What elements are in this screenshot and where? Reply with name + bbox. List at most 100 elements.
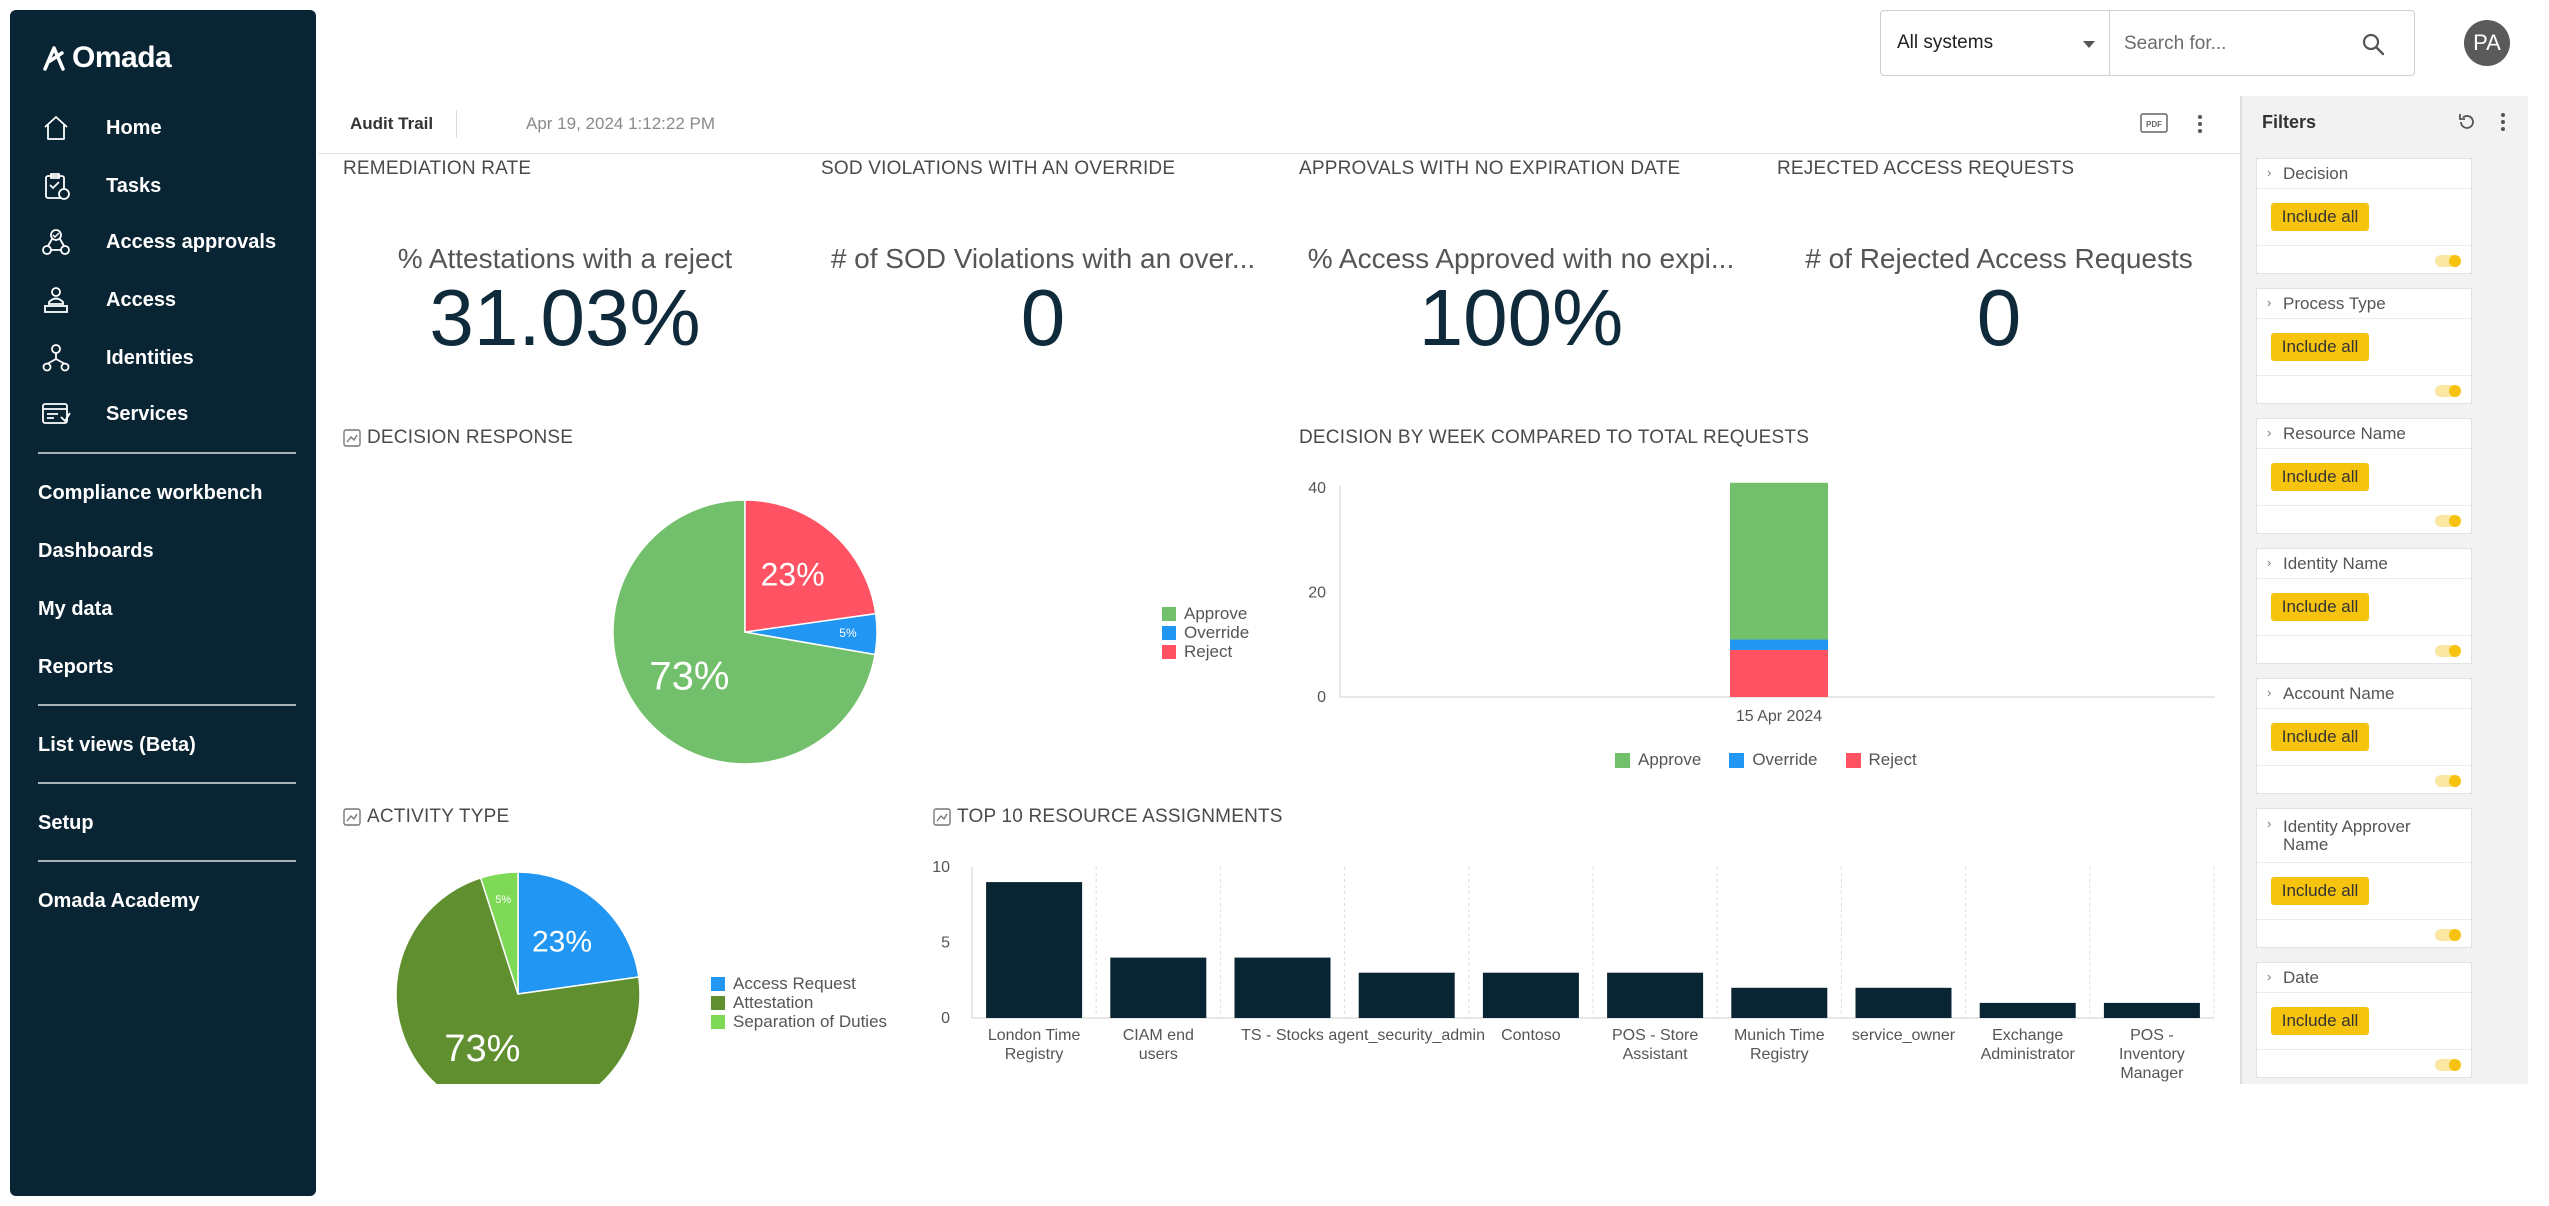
top10-resource-chart: 0 5 10 London Time Registry CIAM end users TS -… [932,859,2215,1082]
more-menu-icon[interactable] [2498,111,2508,138]
include-all-button[interactable]: Include all [2271,203,2369,231]
filter-header[interactable]: › Resource Name [2257,419,2471,449]
search-icon[interactable] [2360,31,2386,62]
nav-divider [38,704,296,706]
filter-toggle[interactable] [2435,775,2461,787]
legend-item[interactable]: Override [1162,623,1249,642]
include-all-button[interactable]: Include all [2271,723,2369,751]
bar[interactable] [1234,957,1331,1018]
pie-slice[interactable] [479,871,519,995]
filter-header[interactable]: › Identity Approver Name [2257,809,2471,863]
legend-swatch [1729,752,1745,768]
pie-slice[interactable] [395,876,641,1084]
filter-toggle[interactable] [2435,645,2461,657]
legend-item[interactable]: Reject [1845,750,1917,770]
filter-header[interactable]: › Decision [2257,159,2471,189]
bar-segment[interactable] [1730,649,1828,697]
bar-segment[interactable] [1730,639,1828,650]
kpi-subtitle: % Attestations with a reject [397,243,733,274]
decision-by-week-chart: 0 20 40 15 Apr 2024 [1308,480,2215,725]
bar[interactable] [2103,1002,2200,1018]
bar[interactable] [986,882,1083,1018]
omada-logo[interactable]: Omada [42,38,172,78]
include-all-button[interactable]: Include all [2271,1007,2369,1035]
pie-label: 23% [761,557,825,593]
legend-swatch [711,995,725,1010]
filter-divider [2257,375,2471,376]
nav-access-approvals[interactable]: Access approvals [10,216,316,268]
pie-slice[interactable] [517,871,640,995]
filter-toggle[interactable] [2435,255,2461,267]
legend-item[interactable]: Access Request [711,974,887,993]
nav-my-data[interactable]: My data [38,598,113,620]
include-all-button[interactable]: Include all [2271,463,2369,491]
filter-toggle[interactable] [2435,1059,2461,1071]
legend-item[interactable]: Attestation [711,993,887,1012]
filter-header[interactable]: › Date [2257,963,2471,993]
nav-tasks[interactable]: Tasks [10,160,316,212]
kpi-value: 31.03% [429,273,701,362]
pie-label: 5% [495,894,511,906]
nav-services[interactable]: Services [10,388,316,440]
include-all-button[interactable]: Include all [2271,333,2369,361]
legend-item[interactable]: Separation of Duties [711,1012,887,1031]
bar[interactable] [1607,972,1704,1018]
include-all-button[interactable]: Include all [2271,877,2369,905]
filter-toggle[interactable] [2435,929,2461,941]
avatar-initials: PA [2473,30,2501,55]
search-input[interactable] [2124,29,2344,59]
x-tick-label: POS - Store Assistant [1612,1027,1698,1063]
y-tick-label: 0 [941,1010,950,1027]
bar[interactable] [1110,957,1207,1018]
y-tick-label: 20 [1308,585,1326,602]
nav-home-label: Home [106,116,162,139]
filter-header[interactable]: › Process Type [2257,289,2471,319]
nav-compliance-workbench[interactable]: Compliance workbench [38,482,263,504]
legend-item[interactable]: Approve [1615,750,1701,770]
nav-dashboards[interactable]: Dashboards [38,540,154,562]
y-tick-label: 0 [1317,689,1326,706]
nav-reports[interactable]: Reports [38,656,114,678]
bar[interactable] [1358,972,1455,1018]
legend-label: Separation of Duties [733,1011,888,1031]
nav-home[interactable]: Home [10,102,316,154]
system-select[interactable]: All systems [1880,10,2110,76]
avatar[interactable]: PA [2464,20,2510,66]
filter-card: › Identity Name Include all [2256,548,2472,664]
home-icon [38,112,74,144]
filter-header[interactable]: › Identity Name [2257,549,2471,579]
bar[interactable] [1979,1002,2076,1018]
reset-icon[interactable] [2456,111,2478,138]
filter-toggle[interactable] [2435,515,2461,527]
nav-access-approvals-label: Access approvals [106,230,277,253]
pie-slice[interactable] [744,499,877,633]
kpi-subtitle: # of Rejected Access Requests [1805,243,2193,274]
kpi-title-sod: SOD VIOLATIONS WITH AN OVERRIDE [821,158,1176,179]
include-all-button[interactable]: Include all [2271,593,2369,621]
pie-slice[interactable] [612,499,876,765]
nav-divider [38,452,296,454]
nav-omada-academy[interactable]: Omada Academy [38,890,200,912]
bar-segment[interactable] [1730,482,1828,640]
legend-item[interactable]: Reject [1162,642,1249,661]
pdf-export-icon[interactable]: PDF [2140,112,2168,139]
bar[interactable] [1731,987,1828,1018]
nav-identities[interactable]: Identities [10,332,316,384]
nav-access[interactable]: Access [10,274,316,326]
bar[interactable] [1855,987,1952,1018]
more-menu-icon[interactable] [2194,112,2206,141]
filter-divider [2257,1049,2471,1050]
filter-card: › Account Name Include all [2256,678,2472,794]
filter-card: › Decision Include all [2256,158,2472,274]
filter-toggle[interactable] [2435,385,2461,397]
access-icon [38,284,74,316]
legend-item[interactable]: Override [1729,750,1818,770]
filter-header[interactable]: › Account Name [2257,679,2471,709]
nav-setup[interactable]: Setup [38,812,94,834]
filter-name: Account Name [2283,683,2395,703]
dashboard-tab[interactable]: Audit Trail [350,114,434,133]
legend-item[interactable]: Approve [1162,604,1249,623]
sidebar: Omada Home Tasks Access approvals Access… [10,10,316,1196]
bar[interactable] [1482,972,1579,1018]
nav-list-views[interactable]: List views (Beta) [38,734,196,756]
